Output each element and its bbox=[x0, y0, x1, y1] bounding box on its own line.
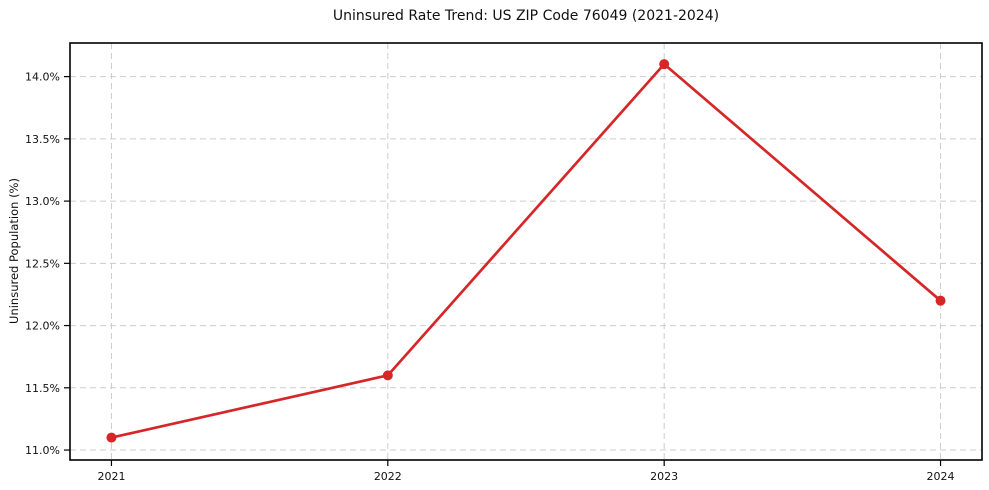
axes-spines bbox=[69, 42, 983, 461]
y-tick-label: 12.0% bbox=[25, 320, 60, 333]
trend-line bbox=[110, 62, 942, 439]
x-tick-label: 2023 bbox=[650, 470, 678, 483]
y-tick-label: 14.0% bbox=[25, 71, 60, 84]
data-point-marker bbox=[935, 295, 946, 306]
x-tick-label: 2022 bbox=[374, 470, 402, 483]
y-tick-label: 13.0% bbox=[25, 195, 60, 208]
data-point-marker bbox=[659, 59, 670, 70]
y-tick-label: 11.0% bbox=[25, 444, 60, 457]
chart-title: Uninsured Rate Trend: US ZIP Code 76049 … bbox=[332, 8, 720, 24]
y-tick-label: 13.5% bbox=[25, 133, 60, 146]
x-tick-label: 2024 bbox=[927, 470, 955, 483]
y-tick-label: 11.5% bbox=[25, 382, 60, 395]
data-point-marker bbox=[106, 432, 117, 443]
data-point-marker bbox=[382, 370, 393, 381]
x-tick-label: 2021 bbox=[97, 470, 125, 483]
y-tick-label: 12.5% bbox=[25, 257, 60, 270]
